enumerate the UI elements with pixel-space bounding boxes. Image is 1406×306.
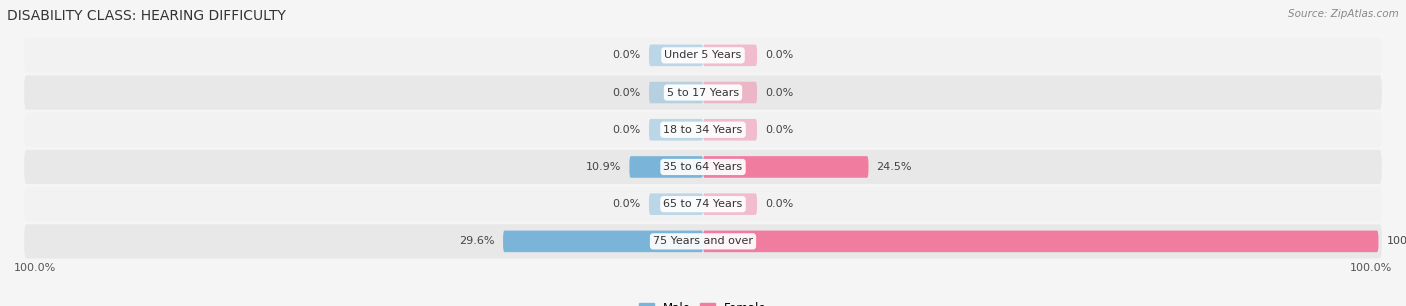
FancyBboxPatch shape (630, 156, 703, 178)
FancyBboxPatch shape (24, 113, 1382, 147)
Text: 0.0%: 0.0% (613, 199, 641, 209)
FancyBboxPatch shape (703, 193, 756, 215)
FancyBboxPatch shape (703, 231, 1378, 252)
Text: 10.9%: 10.9% (586, 162, 621, 172)
Text: 24.5%: 24.5% (876, 162, 912, 172)
Text: 0.0%: 0.0% (765, 125, 793, 135)
Text: 0.0%: 0.0% (765, 199, 793, 209)
Text: 65 to 74 Years: 65 to 74 Years (664, 199, 742, 209)
Text: DISABILITY CLASS: HEARING DIFFICULTY: DISABILITY CLASS: HEARING DIFFICULTY (7, 9, 285, 23)
Text: 75 Years and over: 75 Years and over (652, 236, 754, 246)
Text: 0.0%: 0.0% (613, 125, 641, 135)
Text: 29.6%: 29.6% (460, 236, 495, 246)
Text: 5 to 17 Years: 5 to 17 Years (666, 88, 740, 98)
FancyBboxPatch shape (650, 193, 703, 215)
Text: 35 to 64 Years: 35 to 64 Years (664, 162, 742, 172)
Text: Under 5 Years: Under 5 Years (665, 50, 741, 60)
FancyBboxPatch shape (24, 187, 1382, 221)
FancyBboxPatch shape (703, 82, 756, 103)
FancyBboxPatch shape (24, 75, 1382, 110)
Legend: Male, Female: Male, Female (640, 301, 766, 306)
Text: 0.0%: 0.0% (613, 50, 641, 60)
Text: 18 to 34 Years: 18 to 34 Years (664, 125, 742, 135)
FancyBboxPatch shape (24, 38, 1382, 73)
FancyBboxPatch shape (703, 156, 869, 178)
FancyBboxPatch shape (24, 150, 1382, 184)
FancyBboxPatch shape (650, 119, 703, 140)
Text: 0.0%: 0.0% (613, 88, 641, 98)
Text: Source: ZipAtlas.com: Source: ZipAtlas.com (1288, 9, 1399, 19)
FancyBboxPatch shape (703, 119, 756, 140)
Text: 100.0%: 100.0% (1350, 263, 1392, 273)
Text: 0.0%: 0.0% (765, 88, 793, 98)
Text: 100.0%: 100.0% (14, 263, 56, 273)
FancyBboxPatch shape (24, 224, 1382, 259)
FancyBboxPatch shape (703, 45, 756, 66)
FancyBboxPatch shape (650, 82, 703, 103)
FancyBboxPatch shape (650, 45, 703, 66)
FancyBboxPatch shape (503, 231, 703, 252)
Text: 0.0%: 0.0% (765, 50, 793, 60)
Text: 100.0%: 100.0% (1386, 236, 1406, 246)
